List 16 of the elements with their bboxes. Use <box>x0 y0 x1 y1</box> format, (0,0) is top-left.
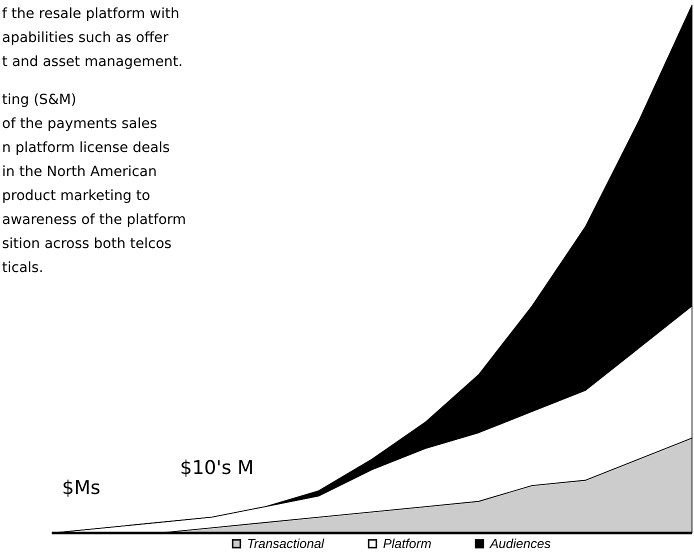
legend-label: Platform <box>383 536 432 551</box>
annotation: t and asset management. <box>2 54 183 70</box>
annotation: f the resale platform with <box>2 6 180 22</box>
annotation: product marketing to <box>2 188 150 204</box>
annotation: of the payments sales <box>2 116 158 132</box>
annotation: n platform license deals <box>2 140 170 156</box>
annotation: $10's M <box>180 457 254 479</box>
annotation: sition across both telcos <box>2 236 172 252</box>
annotation: apabilities such as offer <box>2 30 169 46</box>
annotation: awareness of the platform <box>2 212 186 228</box>
text: ticals. <box>2 260 44 276</box>
legend-label: Transactional <box>247 536 326 551</box>
legend-label: Audiences <box>489 536 552 551</box>
annotation: $Ms <box>62 477 100 499</box>
annotation: in the North American <box>2 164 157 180</box>
annotation: ting (S&M) <box>2 92 76 108</box>
